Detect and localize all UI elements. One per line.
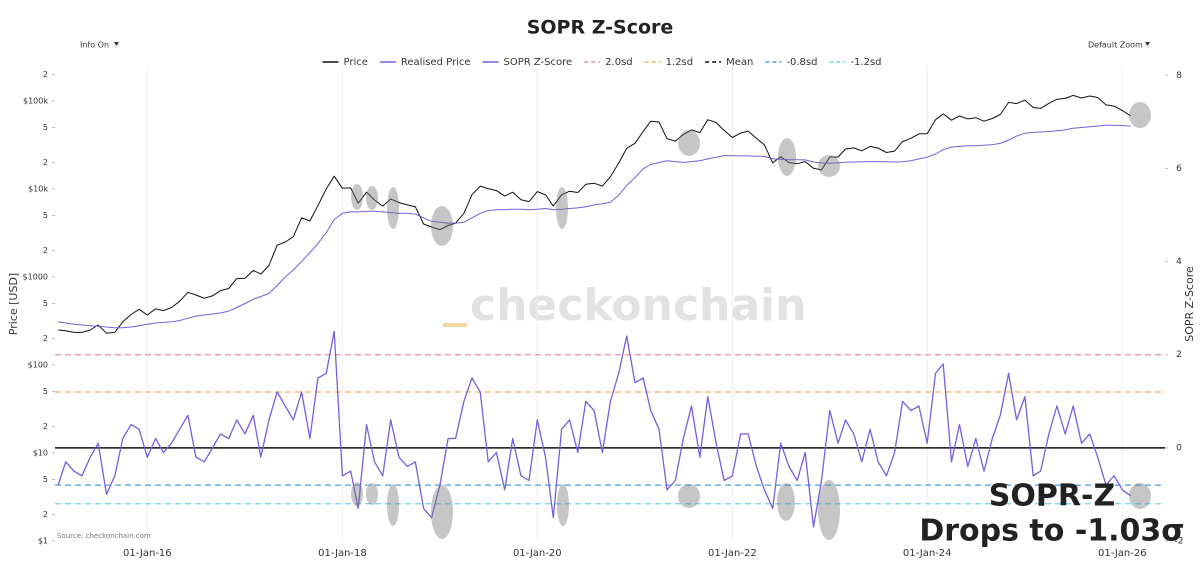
y-tick-label: 2 (43, 246, 48, 255)
y-tick-label: 5 (43, 123, 48, 132)
y-tick-label: 5 (43, 475, 48, 484)
legend: Price Realised Price SOPR Z-Score 2.0sd 1.2s… (322, 57, 882, 68)
legend-label: -0.8sd (786, 57, 817, 68)
y-tick-label: 5 (43, 211, 48, 220)
highlight (366, 186, 378, 210)
source-note: Source: checkonchain.com (57, 532, 151, 540)
highlight (556, 187, 568, 229)
legend-label: Realised Price (401, 57, 471, 68)
legend-label: -1.2sd (850, 57, 881, 68)
highlight (431, 485, 453, 539)
y-tick-label: 5 (43, 387, 48, 396)
y-tick-label: 5 (43, 299, 48, 308)
highlight (387, 187, 399, 229)
x-tick-label: 01-Jan-16 (123, 548, 172, 559)
highlight (678, 130, 700, 156)
highlight (387, 484, 399, 526)
highlight (778, 138, 796, 176)
legend-label: Price (343, 57, 367, 68)
annotation: SOPR-Z (989, 479, 1115, 514)
legend-label: 1.2sd (666, 57, 693, 68)
annotation: Drops to -1.03σ (919, 514, 1184, 549)
highlight (1129, 102, 1151, 128)
y-tick-label: 2 (43, 70, 48, 79)
y2-axis-label: SOPR Z-Score (1183, 266, 1196, 342)
highlight (818, 480, 840, 540)
x-tick-label: 01-Jan-24 (903, 548, 952, 559)
series-line (57, 330, 1131, 528)
y2-tick-label: 0 (1176, 443, 1182, 453)
y2-tick-label: 6 (1176, 164, 1182, 174)
y-axis-label: Price [USD] (7, 273, 20, 335)
y-tick-label: $1000 (23, 273, 48, 282)
highlight (366, 483, 378, 505)
zoom-arrow (1145, 42, 1150, 46)
highlight (777, 483, 795, 521)
highlight (818, 155, 840, 177)
zoom-control[interactable]: Default Zoom (1088, 41, 1143, 50)
x-tick-label: 01-Jan-26 (1098, 548, 1147, 559)
x-tick-label: 01-Jan-18 (318, 548, 367, 559)
y2-tick-label: -2 (1175, 537, 1184, 547)
y-tick-label: $1 (38, 537, 48, 546)
highlight (1129, 483, 1151, 509)
y2-tick-label: 2 (1176, 350, 1182, 360)
series-line (58, 124, 1131, 329)
y2-tick-label: 8 (1176, 71, 1182, 81)
x-tick-label: 01-Jan-20 (513, 548, 562, 559)
highlight (678, 484, 700, 508)
legend-label: SOPR Z-Score (504, 57, 573, 68)
chart-title: SOPR Z-Score (527, 17, 674, 39)
watermark: checkonchain (470, 280, 806, 331)
highlight (557, 484, 569, 526)
legend-label: Mean (726, 57, 753, 68)
highlight (351, 184, 363, 210)
y-tick-label: 2 (43, 334, 48, 343)
y-tick-label: $100 (28, 361, 48, 370)
highlights (351, 102, 1151, 540)
y-tick-label: 2 (43, 422, 48, 431)
y2-tick-label: 4 (1176, 257, 1182, 267)
y-tick-label: $10k (28, 185, 48, 194)
highlight (351, 482, 363, 506)
series-line (58, 94, 1131, 334)
highlight (431, 206, 453, 246)
info-toggle[interactable]: Info On (80, 41, 109, 50)
y-tick-label: $100k (23, 97, 48, 106)
legend-label: 2.0sd (605, 57, 632, 68)
watermark-mark (443, 323, 467, 327)
info-arrow (114, 42, 119, 46)
y-tick-label: 2 (43, 158, 48, 167)
y-tick-label: 2 (43, 510, 48, 519)
x-tick-label: 01-Jan-22 (708, 548, 757, 559)
y-tick-label: $10 (33, 449, 48, 458)
plot-area: 01-Jan-16 01-Jan-18 01-Jan-20 01-Jan-22 01-J… (23, 66, 1184, 559)
